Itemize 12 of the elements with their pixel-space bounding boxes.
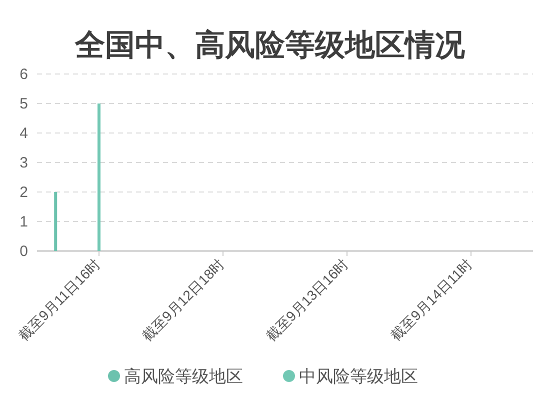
y-tick-label: 2	[20, 184, 28, 201]
y-tick-label: 5	[20, 96, 28, 112]
legend-label: 中风险等级地区	[299, 367, 418, 386]
y-tick-label: 4	[20, 125, 28, 142]
y-tick-label: 1	[20, 214, 28, 230]
chart-title: 全国中、高风险等级地区情况	[74, 28, 466, 62]
y-tick-label: 6	[20, 66, 28, 83]
x-tick-label: 截至9月13日16时	[262, 256, 352, 344]
y-tick-label: 3	[20, 154, 28, 172]
legend-label: 高风险等级地区	[124, 367, 243, 386]
x-tick-label: 截至9月12日18时	[138, 256, 228, 344]
x-tick-label: 截至9月14日11时	[388, 256, 476, 344]
